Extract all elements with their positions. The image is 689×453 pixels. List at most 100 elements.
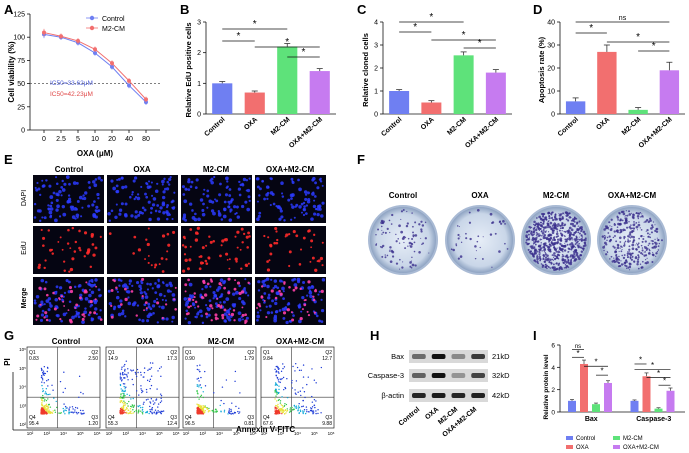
cell-colony [543,265,545,267]
panel-letter-g: G [4,328,14,343]
dapi-nucleus [82,194,85,197]
dapi-nucleus [259,309,262,312]
flow-ytick-label: 10³ [19,403,26,408]
cell-colony [476,240,479,243]
dapi-nucleus [87,282,91,286]
panel-i-legend-oxa-m2cm: OXA+M2-CM [623,445,659,451]
flow-event [299,409,302,411]
flow-event [52,410,54,412]
flow-event [275,409,278,411]
edu-positive-nucleus [228,313,231,316]
panel-c-significance-mark: * [478,38,482,49]
cell-colony [603,245,606,247]
cell-colony [534,243,537,246]
dapi-nucleus [77,315,81,319]
dapi-nucleus [282,297,285,300]
cell-colony [527,248,530,251]
cell-colony [644,240,647,243]
edu-positive-nucleus [220,284,223,287]
flow-event [204,385,207,387]
flow-event [42,370,45,372]
panel-h-label-bactin: β-actin [381,391,404,400]
flow-event [315,400,317,402]
dapi-nucleus [124,214,128,218]
cell-colony [657,245,660,247]
dapi-nucleus [39,193,42,197]
flow-event [120,400,123,402]
flow-event [148,368,150,370]
flow-event [281,412,283,415]
dapi-nucleus [212,297,215,300]
edu-positive-nucleus [45,293,49,297]
edu-positive-nucleus [303,299,306,302]
flow-q2-name: Q2 [325,350,332,356]
flow-ytick-label: 10⁵ [19,366,26,371]
cell-colony [538,253,540,255]
edu-positive-nucleus [59,236,62,239]
panel-i-bar [568,400,576,412]
cell-colony [533,220,536,224]
panel-b-significance-mark: * [302,47,306,58]
cell-colony [621,219,624,222]
flow-xtick-label: 10⁵ [311,431,318,436]
flow-event [143,376,145,378]
edu-positive-nucleus [220,244,223,247]
flow-event [132,369,135,371]
cell-colony [502,220,505,223]
cell-colony [636,260,640,264]
dapi-nucleus [70,207,75,211]
flow-q4-name: Q4 [185,415,192,421]
cell-colony [538,229,541,232]
cell-colony [552,263,555,266]
flow-event [286,409,289,412]
flow-event [307,376,309,378]
dapi-nucleus [291,278,295,282]
cell-colony [547,231,550,233]
flow-event [149,408,151,411]
cell-colony [631,215,635,219]
cell-colony [504,222,506,225]
cell-colony [546,254,549,258]
cell-colony [568,212,571,215]
flow-event [42,408,44,411]
edu-positive-nucleus [133,235,137,239]
flow-event [51,384,53,386]
dapi-nucleus [138,318,141,322]
panel-i-legend-control: Control [576,436,595,442]
dapi-nucleus [306,294,309,297]
edu-positive-nucleus [130,290,134,293]
cell-colony [639,227,641,229]
flow-event [123,393,125,395]
flow-q1-name: Q1 [108,350,115,356]
cell-colony [613,246,616,249]
edu-positive-nucleus [276,238,279,242]
flow-xtick-label: 10² [261,431,268,436]
dapi-nucleus [55,176,58,179]
dapi-nucleus [287,302,291,306]
dapi-nucleus [202,202,205,206]
cell-colony [573,231,576,234]
cell-colony [575,249,578,252]
dapi-nucleus [48,302,52,305]
dapi-nucleus [166,217,169,221]
dapi-nucleus [171,320,174,323]
flow-event [320,366,323,369]
flow-event [197,377,200,380]
flow-event [135,390,138,392]
edu-positive-nucleus [83,255,86,258]
culture-dish [370,207,436,273]
cell-colony [555,235,558,238]
flow-event [43,382,45,384]
cell-colony [424,237,427,240]
cell-colony [477,235,480,238]
edu-positive-nucleus [144,301,148,305]
dapi-nucleus [73,285,77,289]
cell-colony [615,254,617,257]
dapi-nucleus [43,303,46,306]
flow-event [130,398,132,400]
cell-colony [556,225,559,228]
cell-colony [553,246,556,249]
flow-event [196,365,198,367]
